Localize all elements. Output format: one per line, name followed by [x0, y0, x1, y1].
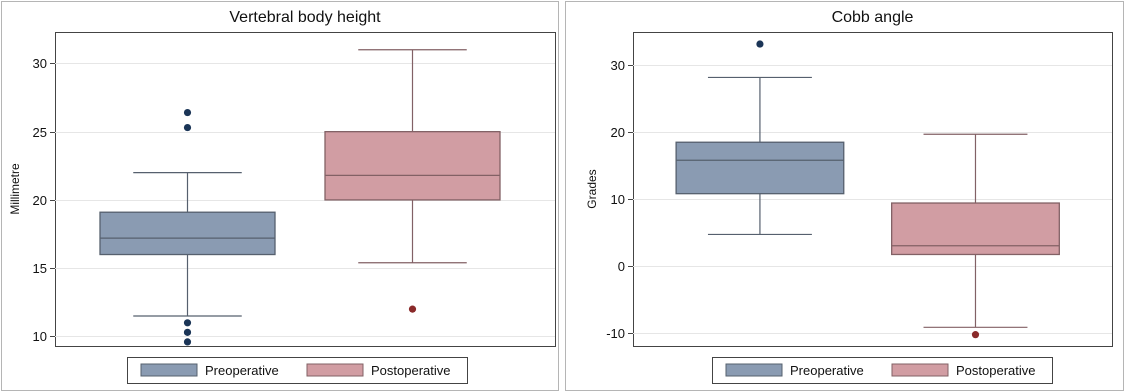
- outlier-point: [408, 305, 417, 313]
- chart-panel-2: Cobb angle Grades -10 0 10 20 30 Preoperative Po…: [565, 1, 1124, 391]
- box-preoperative: [99, 108, 276, 346]
- legend-swatch-preoperative: [725, 363, 783, 377]
- outlier-point: [183, 123, 192, 132]
- y-tick-label: 10: [611, 192, 625, 207]
- legend-label-postoperative: Postoperative: [371, 363, 451, 378]
- y-axis-label: Grades: [585, 169, 599, 208]
- y-tick-label: 15: [33, 261, 47, 276]
- y-tick-label: 10: [33, 329, 47, 344]
- iqr-box: [891, 202, 1060, 256]
- y-tick-label: 20: [611, 125, 625, 140]
- y-tick-label: 30: [33, 56, 47, 71]
- legend: Preoperative Postoperative: [712, 357, 1053, 384]
- y-axis-label: Millimetre: [8, 163, 22, 215]
- box-postoperative: [324, 49, 501, 313]
- outlier-point: [756, 40, 764, 48]
- legend-label-preoperative: Preoperative: [205, 363, 279, 378]
- iqr-box: [675, 141, 845, 195]
- outlier-point: [183, 319, 192, 327]
- legend-swatch-postoperative: [891, 363, 949, 377]
- chart-panel-1: Vertebral body height Millimetre 10 15 20 25 3…: [1, 1, 559, 391]
- y-tick-label: 20: [33, 193, 47, 208]
- outlier-point: [183, 108, 192, 117]
- iqr-box: [99, 211, 276, 256]
- box-postoperative: [891, 133, 1060, 339]
- y-tick-label: 0: [618, 259, 625, 274]
- y-tick-label: -10: [606, 326, 625, 341]
- y-tick-label: 25: [33, 125, 47, 140]
- box-preoperative: [675, 40, 845, 236]
- outlier-point: [183, 338, 192, 346]
- outlier-point: [183, 328, 192, 336]
- legend-label-postoperative: Postoperative: [956, 363, 1036, 378]
- legend: Preoperative Postoperative: [127, 357, 468, 384]
- y-tick-label: 30: [611, 58, 625, 73]
- legend-swatch-postoperative: [306, 363, 364, 377]
- iqr-box: [324, 131, 501, 201]
- legend-swatch-preoperative: [140, 363, 198, 377]
- outlier-point: [971, 331, 980, 339]
- chart-title: Vertebral body height: [229, 9, 381, 26]
- legend-label-preoperative: Preoperative: [790, 363, 864, 378]
- chart-title: Cobb angle: [832, 9, 914, 26]
